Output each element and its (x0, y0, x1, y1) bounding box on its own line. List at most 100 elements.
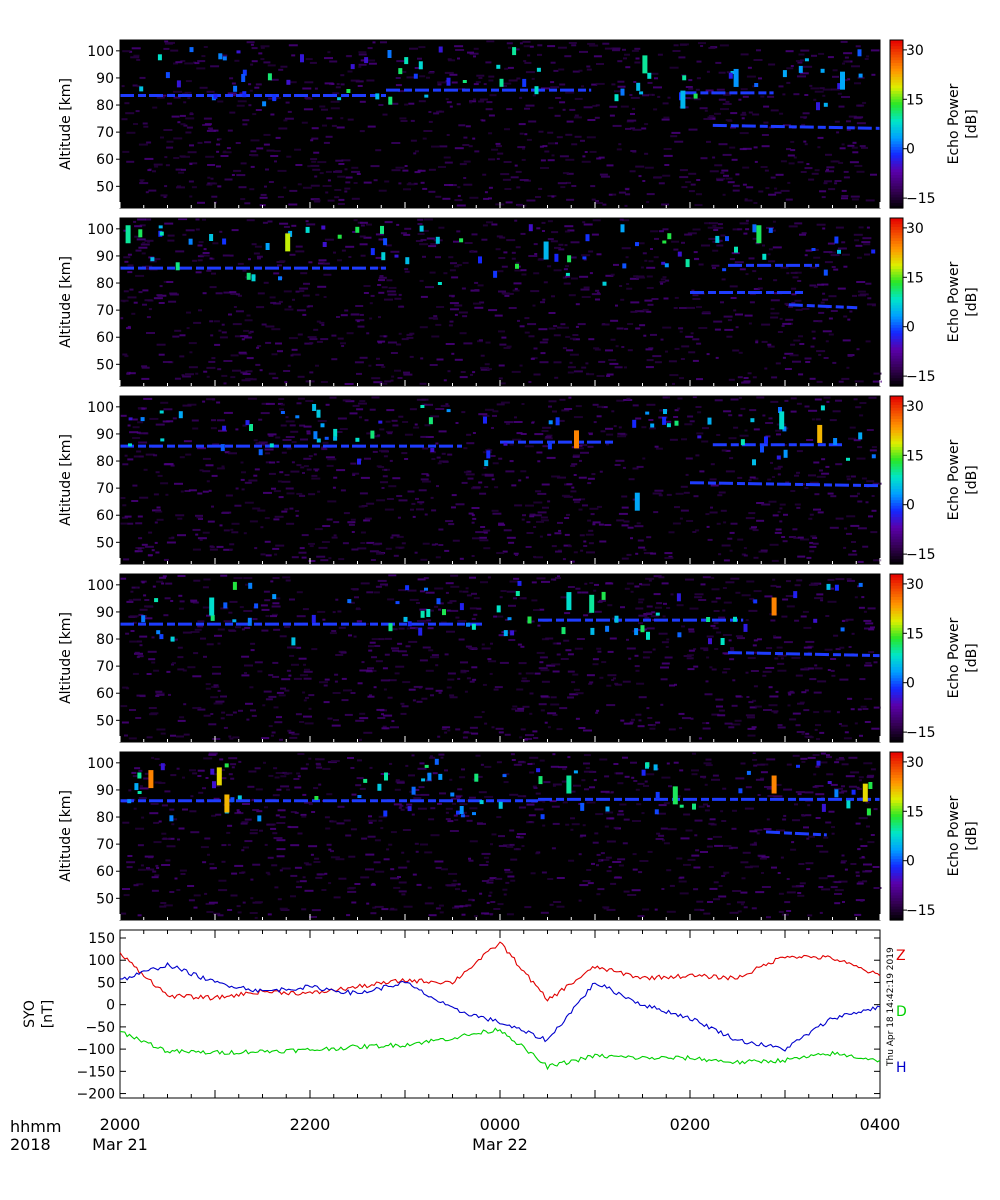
noise-cell (713, 320, 723, 323)
noise-cell (306, 305, 310, 308)
noise-cell (250, 165, 255, 168)
noise-cell (775, 528, 782, 531)
noise-cell (569, 693, 579, 696)
noise-cell (592, 219, 601, 222)
noise-cell (814, 493, 820, 496)
noise-cell (425, 687, 434, 690)
noise-cell (327, 199, 335, 202)
noise-cell (181, 168, 186, 171)
noise-cell (369, 766, 373, 769)
noise-cell (685, 473, 689, 476)
noise-cell (658, 230, 664, 233)
noise-cell (262, 704, 266, 707)
echo-speck (419, 225, 424, 232)
noise-cell (147, 650, 157, 653)
noise-cell (712, 224, 717, 227)
noise-cell (359, 669, 369, 672)
noise-cell (509, 843, 515, 846)
noise-field (121, 40, 880, 207)
noise-cell (681, 625, 685, 628)
noise-cell (206, 643, 214, 646)
noise-cell (375, 660, 383, 663)
noise-cell (871, 73, 876, 76)
noise-cell (133, 807, 137, 810)
noise-cell (700, 647, 709, 650)
noise-cell (831, 826, 835, 829)
noise-cell (287, 364, 291, 367)
noise-cell (226, 831, 231, 834)
noise-cell (742, 851, 751, 854)
echo-burst (642, 55, 648, 74)
noise-cell (206, 269, 212, 272)
noise-cell (830, 310, 838, 312)
noise-cell (718, 143, 728, 146)
noise-cell (730, 846, 738, 849)
noise-cell (408, 102, 415, 105)
noise-cell (557, 476, 566, 479)
noise-cell (417, 233, 425, 235)
noise-cell (666, 638, 670, 641)
colorbar-step (890, 530, 903, 534)
noise-cell (303, 457, 312, 460)
noise-cell (195, 218, 200, 221)
echo-speck (547, 441, 552, 450)
noise-cell (848, 646, 852, 648)
noise-cell (565, 823, 570, 826)
noise-cell (289, 424, 296, 427)
noise-cell (720, 171, 725, 174)
y-axis-label: Altitude [km] (58, 434, 74, 526)
noise-cell (752, 699, 757, 702)
noise-cell (245, 583, 250, 586)
noise-cell (148, 856, 153, 859)
noise-cell (654, 77, 658, 80)
noise-cell (479, 301, 485, 304)
colorbar-step (890, 496, 903, 501)
noise-cell (696, 306, 702, 309)
noise-cell (476, 74, 485, 77)
noise-cell (422, 187, 428, 190)
noise-cell (339, 428, 348, 430)
noise-cell (444, 161, 453, 164)
noise-cell (226, 797, 234, 800)
noise-cell (160, 732, 166, 735)
noise-cell (775, 362, 781, 365)
noise-cell (749, 706, 757, 709)
noise-cell (340, 342, 346, 345)
noise-cell (322, 618, 326, 621)
noise-cell (694, 204, 703, 207)
echo-speck (534, 86, 539, 95)
noise-cell (187, 403, 197, 406)
noise-cell (226, 147, 231, 150)
noise-cell (752, 644, 757, 647)
noise-cell (221, 711, 226, 714)
noise-cell (612, 861, 622, 863)
noise-cell (170, 734, 176, 737)
noise-cell (516, 77, 521, 80)
noise-cell (841, 854, 845, 857)
noise-cell (484, 191, 488, 194)
noise-cell (422, 542, 430, 545)
noise-cell (825, 153, 832, 156)
echo-speck (826, 583, 831, 590)
noise-cell (430, 415, 440, 418)
noise-cell (770, 109, 779, 112)
noise-cell (277, 480, 282, 483)
noise-cell (865, 501, 869, 504)
noise-cell (763, 828, 772, 831)
noise-cell (626, 397, 631, 400)
noise-cell (327, 179, 331, 182)
noise-cell (727, 319, 732, 322)
noise-cell (807, 756, 816, 759)
noise-cell (643, 334, 647, 337)
noise-cell (433, 112, 440, 115)
noise-cell (767, 95, 775, 98)
y-axis-label: Altitude [km] (58, 256, 74, 348)
noise-cell (553, 901, 562, 903)
noise-cell (534, 808, 544, 811)
noise-cell (279, 471, 284, 474)
noise-cell (150, 802, 159, 805)
noise-cell (548, 405, 552, 408)
noise-cell (504, 733, 511, 736)
noise-cell (136, 883, 144, 886)
noise-cell (420, 435, 429, 438)
